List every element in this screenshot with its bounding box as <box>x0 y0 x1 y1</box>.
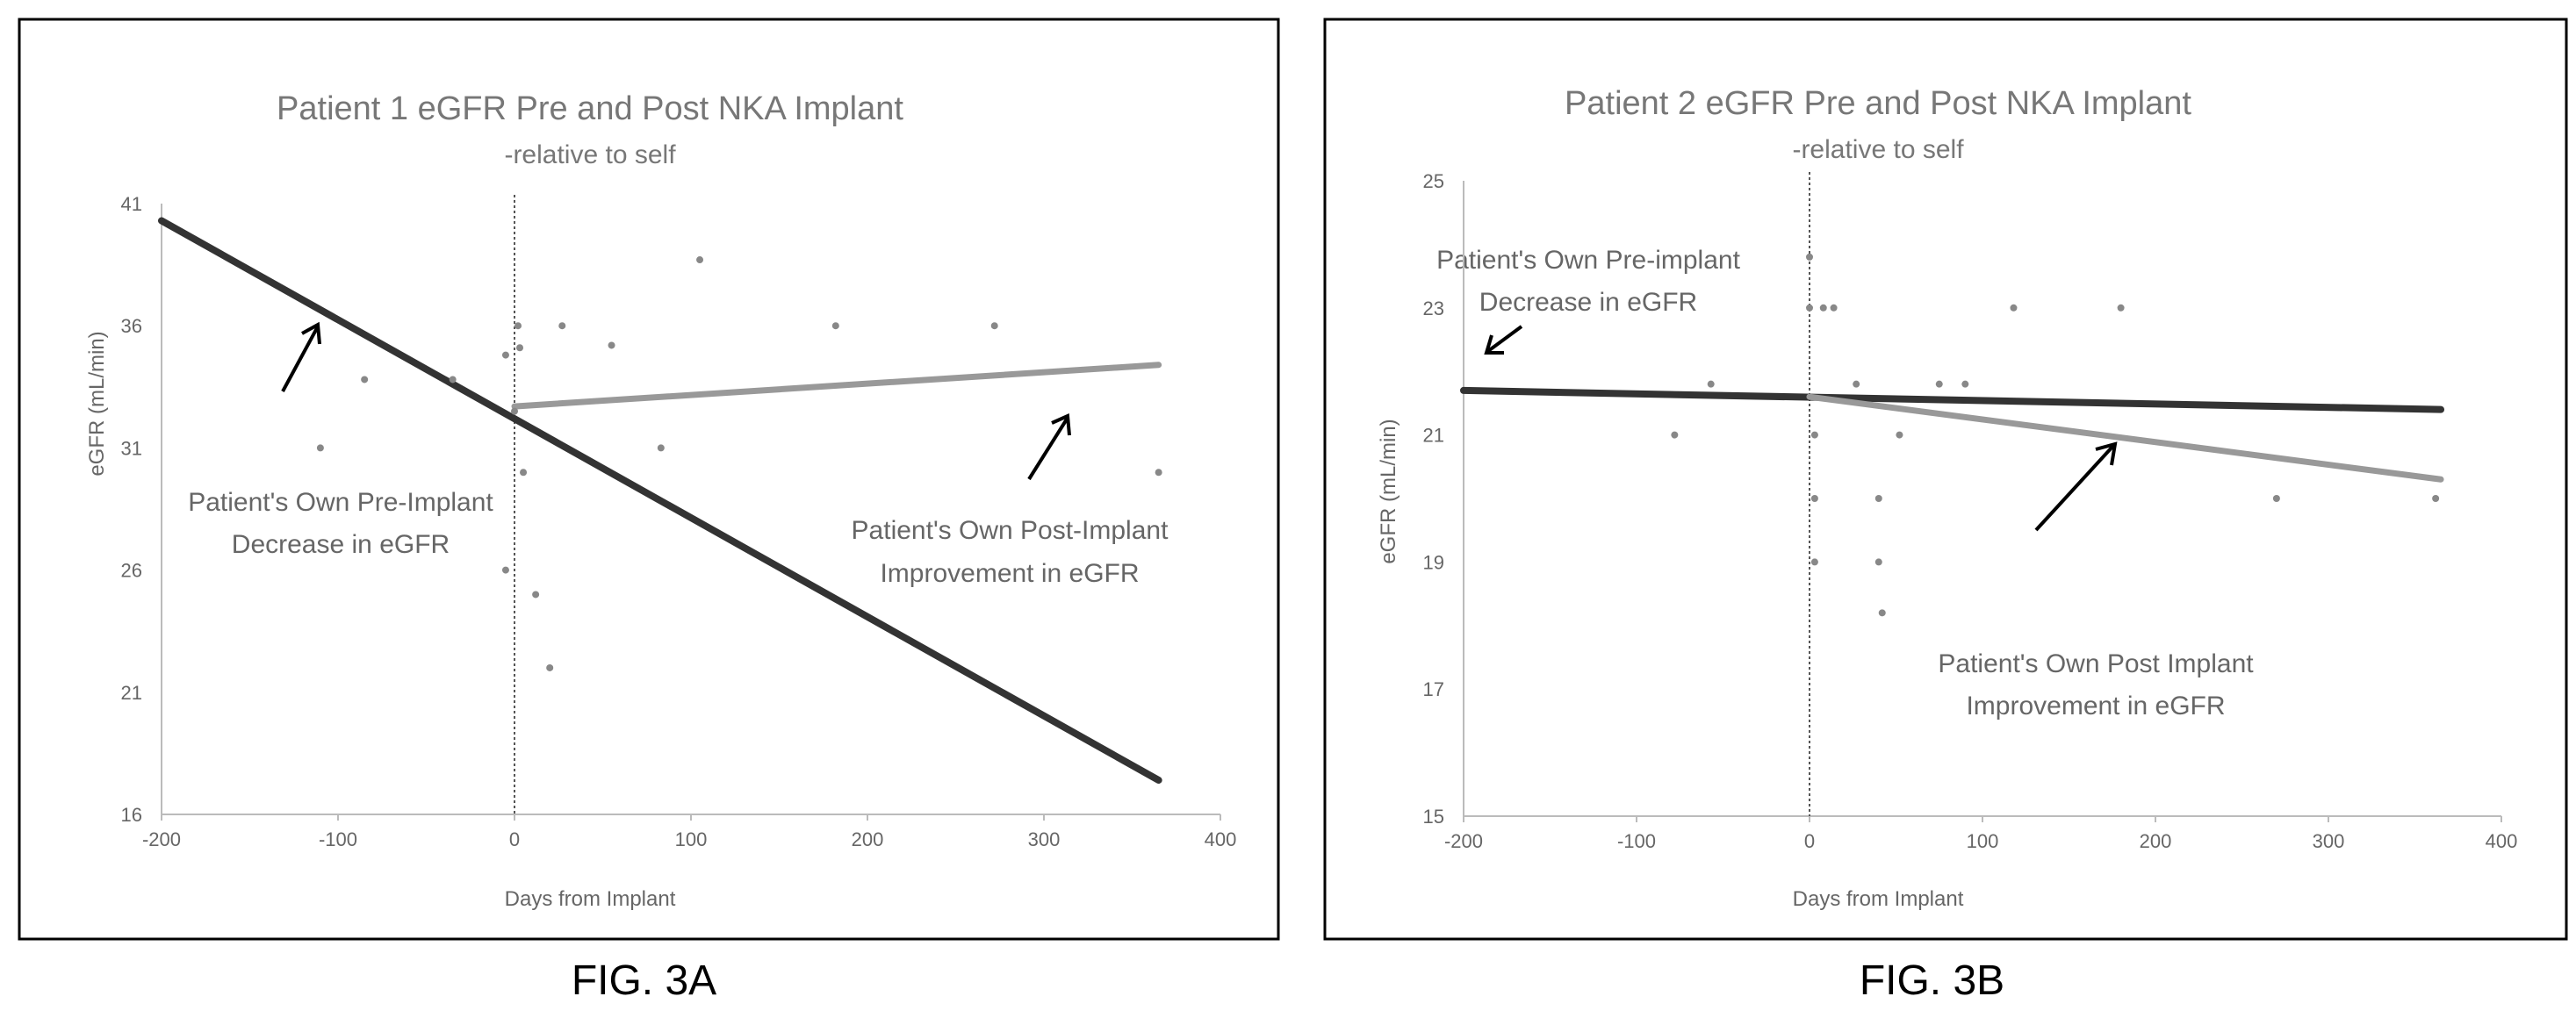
chart-b-subtitle: -relative to self <box>1792 135 1964 164</box>
chart-b-data-point <box>1707 380 1715 388</box>
chart-b-data-point <box>2432 495 2440 502</box>
chart-b-annotation-post-line2: Improvement in eGFR <box>1966 692 2225 720</box>
chart-a-data-point <box>449 376 457 384</box>
chart-b-data-point <box>1806 253 1813 261</box>
chart-a-x-tick-label: 200 <box>852 828 884 850</box>
chart-a-frame <box>18 18 1280 941</box>
chart-b-pre-implant-trend-line <box>1460 386 2445 413</box>
chart-b-x-tick-label: -200 <box>1444 830 1483 852</box>
chart-a-y-tick-label: 26 <box>121 560 142 582</box>
chart-a-data-point <box>608 341 615 349</box>
chart-b-arrow-post <box>2034 441 2118 532</box>
chart-b-arrow-pre <box>1484 325 1523 355</box>
chart-b-data-point <box>1878 609 1886 617</box>
chart-a-data-point <box>546 663 554 671</box>
chart-a-data-point <box>657 444 665 452</box>
chart-a-data-point <box>990 322 998 330</box>
chart-a-annotation-post-line2: Improvement in eGFR <box>880 559 1139 588</box>
chart-b-data-point <box>1896 431 1903 439</box>
chart-a-data-point <box>501 566 509 574</box>
chart-a-x-tick-label: -100 <box>319 828 357 850</box>
chart-b-x-tick-label: -100 <box>1617 830 1656 852</box>
chart-b-y-tick-label: 25 <box>1423 170 1444 192</box>
chart-a-annotation-post-line1: Patient's Own Post-Implant <box>852 516 1169 545</box>
chart-a-data-point <box>516 344 524 352</box>
chart-a-plot-area: -200 -100 0 100 200 300 400 16 21 26 31 36 41 <box>121 193 1237 850</box>
chart-b-annotation-post-line1: Patient's Own Post Implant <box>1938 649 2254 678</box>
figure-3b-caption: FIG. 3B <box>1859 957 2005 1004</box>
chart-b-plot-area: -200 -100 0 100 200 300 400 15 17 19 21 23 25 <box>1423 170 2518 852</box>
chart-b-post-implant-trend-line <box>1806 393 2444 483</box>
chart-b-y-tick-label: 23 <box>1423 298 1444 319</box>
chart-b-annotation-pre-line1: Patient's Own Pre-implant <box>1436 246 1741 275</box>
chart-a-ylabel: eGFR (mL/min) <box>85 331 109 476</box>
chart-b-data-point <box>1935 380 1943 388</box>
chart-b-ylabel: eGFR (mL/min) <box>1377 419 1400 563</box>
chart-a-x-tick-label: 400 <box>1205 828 1237 850</box>
chart-b-data-point <box>1874 558 1882 566</box>
chart-b-y-tick-label: 21 <box>1423 425 1444 447</box>
chart-a-pre-implant-trend-line <box>158 217 1162 785</box>
chart-a-y-tick-label: 41 <box>121 193 142 215</box>
chart-a-post-implant-trend-line <box>511 362 1162 410</box>
chart-a-annotation-pre-line1: Patient's Own Pre-Implant <box>188 488 493 517</box>
chart-a-title: Patient 1 eGFR Pre and Post NKA Implant <box>277 90 903 127</box>
chart-b-data-point <box>1853 380 1860 388</box>
chart-a-svg: Patient 1 eGFR Pre and Post NKA Implant … <box>18 18 1280 941</box>
chart-a-data-point <box>558 322 566 330</box>
chart-b-data-point <box>1806 304 1813 312</box>
chart-a-data-point <box>501 351 509 359</box>
chart-a-arrow-post <box>1027 413 1071 481</box>
chart-a-arrow-pre <box>281 321 321 392</box>
chart-b-y-tick-label: 15 <box>1423 806 1444 828</box>
chart-a-y-tick-label: 16 <box>121 804 142 826</box>
chart-a-data-point <box>316 444 324 452</box>
chart-a-data-point <box>511 407 518 415</box>
chart-a-y-tick-label: 36 <box>121 315 142 337</box>
chart-b-svg: Patient 2 eGFR Pre and Post NKA Implant … <box>1323 18 2568 941</box>
chart-b-data-point <box>1810 431 1818 439</box>
chart-b-data-point <box>1671 431 1679 439</box>
chart-a-data-point <box>361 376 369 384</box>
chart-b-x-tick-label: 400 <box>2486 830 2518 852</box>
chart-a-data-point <box>1155 469 1162 477</box>
chart-a-data-point <box>831 322 839 330</box>
chart-a-x-tick-label: 300 <box>1028 828 1061 850</box>
chart-b-data-point <box>2272 495 2280 502</box>
chart-b-data-point <box>2010 304 2018 312</box>
chart-a-subtitle: -relative to self <box>504 140 676 169</box>
chart-b-y-tick-label: 19 <box>1423 551 1444 573</box>
chart-b-x-tick-label: 300 <box>2313 830 2345 852</box>
chart-b-data-point <box>1819 304 1827 312</box>
figure-3a-caption: FIG. 3A <box>571 957 717 1004</box>
chart-a-xlabel: Days from Implant <box>505 887 676 911</box>
chart-a-x-tick-label: -200 <box>142 828 181 850</box>
chart-a-data-point <box>532 591 540 599</box>
chart-a-y-tick-label: 21 <box>121 682 142 704</box>
chart-b-x-tick-label: 0 <box>1804 830 1815 852</box>
chart-b-data-point <box>1874 495 1882 502</box>
chart-b-data-point <box>1810 495 1818 502</box>
chart-a-data-point <box>696 256 704 264</box>
chart-b-x-tick-label: 200 <box>2140 830 2172 852</box>
chart-a-x-tick-label: 0 <box>509 828 520 850</box>
figure-3a-panel: Patient 1 eGFR Pre and Post NKA Implant … <box>18 18 1280 1004</box>
chart-a-y-tick-label: 31 <box>121 437 142 459</box>
chart-a-data-point <box>514 322 522 330</box>
chart-b-data-point <box>1830 304 1838 312</box>
chart-b-data-point <box>1810 558 1818 566</box>
chart-a-annotation-pre-line2: Decrease in eGFR <box>232 530 450 559</box>
chart-b-title: Patient 2 eGFR Pre and Post NKA Implant <box>1565 85 2191 122</box>
chart-b-data-point <box>1961 380 1969 388</box>
chart-b-frame <box>1323 18 2568 941</box>
chart-b-x-tick-label: 100 <box>1967 830 1999 852</box>
figure-3b-panel: Patient 2 eGFR Pre and Post NKA Implant … <box>1288 0 2576 1018</box>
chart-a-data-point <box>520 469 528 477</box>
chart-b-xlabel: Days from Implant <box>1793 887 1964 911</box>
chart-b-data-point <box>2117 304 2125 312</box>
chart-b-annotation-pre-line2: Decrease in eGFR <box>1479 288 1697 317</box>
chart-a-x-tick-label: 100 <box>675 828 708 850</box>
chart-b-y-tick-label: 17 <box>1423 678 1444 700</box>
